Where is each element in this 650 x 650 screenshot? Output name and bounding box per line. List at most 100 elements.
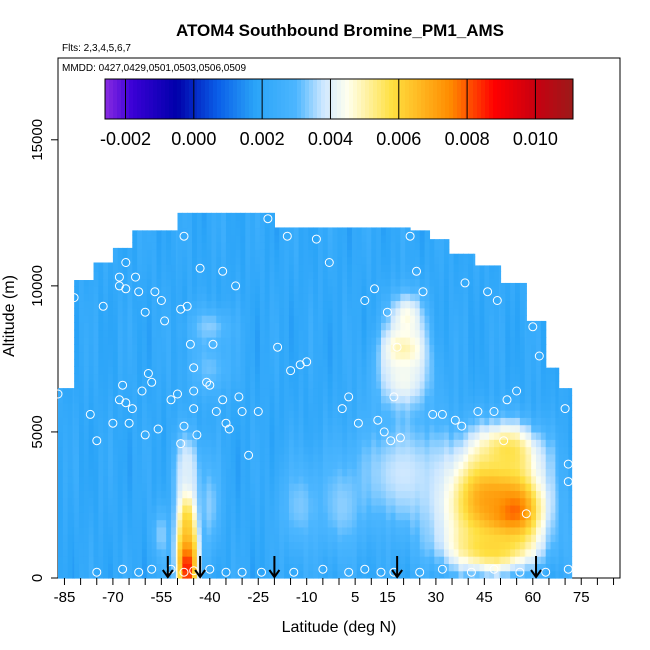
heatmap-cell [255,461,261,470]
heatmap-cell [245,446,251,455]
heatmap-cell [146,468,153,477]
heatmap-cell [410,490,416,499]
heatmap-cell [385,388,392,397]
heatmap-cell [279,358,285,367]
heatmap-cell [187,380,193,389]
heatmap-cell [177,519,183,528]
heatmap-cell [361,461,368,470]
heatmap-cell [313,548,319,557]
heatmap-cell [500,285,506,294]
heatmap-cell [356,504,363,513]
heatmap-cell [303,556,309,564]
heatmap-cell [58,512,64,521]
heatmap-cell [371,468,377,477]
heatmap-cell [458,322,464,331]
heatmap-cell [468,548,474,557]
heatmap-cell [322,424,329,433]
heatmap-cell [259,504,266,513]
heatmap-cell [74,483,80,491]
heatmap-cell [313,541,319,550]
heatmap-cell [196,468,203,477]
heatmap-cell [498,453,502,462]
heatmap-cell [318,395,324,404]
heatmap-cell [380,329,387,338]
heatmap-cell [216,373,222,382]
heatmap-cell [458,446,464,455]
heatmap-cell [463,453,469,462]
heatmap-cell [78,395,85,404]
heatmap-cell [510,307,516,316]
heatmap-cell [337,263,343,272]
heatmap-cell [494,417,500,426]
heatmap-cell [366,446,372,455]
heatmap-cell [342,512,348,521]
heatmap-cell [93,548,99,557]
heatmap-cell [395,329,401,338]
heatmap-cell [337,490,343,499]
heatmap-cell [395,234,401,243]
heatmap-cell [361,475,368,484]
heatmap-cell [93,351,99,360]
heatmap-cell [473,253,476,258]
heatmap-cell [221,424,227,433]
heatmap-cell [563,526,569,535]
heatmap-cell [98,431,104,440]
heatmap-cell [473,366,476,375]
heatmap-cell [550,512,556,521]
heatmap-cell [500,388,506,397]
heatmap-cell [500,373,506,382]
heatmap-cell [240,227,246,236]
heatmap-cell [371,278,377,287]
heatmap-cell [117,446,124,455]
heatmap-cell [141,388,148,397]
heatmap-cell [376,329,382,338]
heatmap-cell [419,453,426,462]
heatmap-cell [132,417,138,426]
heatmap-cell [211,285,217,294]
heatmap-cell [225,424,232,433]
heatmap-cell [474,512,481,521]
heatmap-cell [429,439,435,448]
heatmap-cell [146,446,153,455]
heatmap-cell [474,570,481,579]
heatmap-cell [117,402,124,411]
heatmap-cell [127,315,133,323]
heatmap-cell [141,475,148,484]
heatmap-cell [161,417,167,426]
heatmap-cell [166,351,172,360]
heatmap-cell [141,461,148,470]
heatmap-cell [117,431,124,440]
heatmap-cell [414,570,421,579]
observation-point [195,263,205,273]
heatmap-cell [245,424,251,433]
heatmap-cell [230,388,237,397]
heatmap-cell [443,358,450,367]
heatmap-cell [201,475,208,484]
heatmap-cell [443,249,450,258]
heatmap-cell [489,293,495,302]
heatmap-cell [555,497,560,506]
heatmap-cell [558,431,565,440]
heatmap-cell [288,336,295,345]
dates-subtitle: MMDD: 0427,0429,0501,0503,0506,0509 [62,63,246,74]
heatmap-cell [206,497,213,506]
heatmap-cell [443,256,450,265]
heatmap-cell [127,344,133,353]
heatmap-cell [356,336,363,345]
heatmap-cell [515,424,521,433]
heatmap-cell [500,329,506,338]
heatmap-cell [103,344,109,353]
heatmap-cell [259,402,266,411]
heatmap-cell [259,519,266,528]
heatmap-cell [419,366,426,375]
heatmap-cell [206,512,213,521]
heatmap-cell [235,424,242,433]
heatmap-cell [303,366,309,375]
heatmap-cell [515,344,521,353]
heatmap-cell [72,417,75,426]
heatmap-cell [494,351,500,360]
heatmap-cell [484,512,490,521]
heatmap-cell [88,490,95,499]
heatmap-cell [132,512,138,521]
heatmap-cell [473,468,476,477]
